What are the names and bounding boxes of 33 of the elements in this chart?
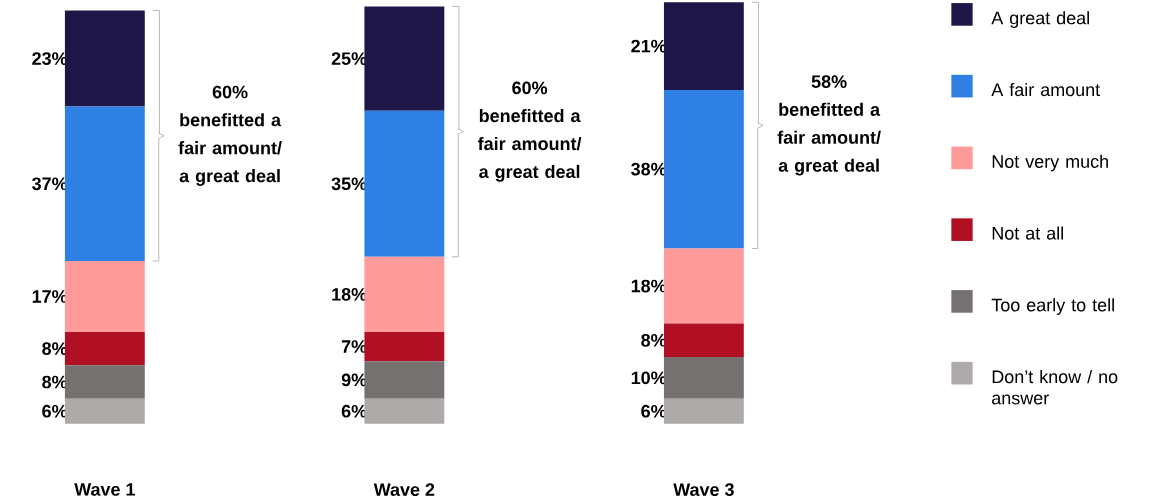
bar [364,110,445,257]
bar [364,331,445,362]
bar [64,398,145,424]
bar [64,365,145,399]
annotation: 58% benefitted a fair amount/ a great deal [777,75,881,176]
bar [663,89,744,249]
bar [663,248,744,324]
bar [364,256,445,332]
annotation: 60% benefitted a fair amount/ a great deal [477,81,582,182]
legend-label: A fair amount [991,82,1100,97]
bar [663,356,744,399]
bar [663,398,744,424]
bar [64,260,145,332]
bar [64,331,145,366]
annotation: 60% benefitted a fair amount/ a great deal [178,85,282,186]
legend-label: Don’t know / no answer [992,369,1118,405]
legend-label: Too early to tell [991,298,1114,315]
legend-label: Not at all [992,226,1063,240]
legend-label: A great deal [991,11,1089,28]
bar [364,398,445,424]
data-label: 25% [331,52,367,65]
bar [64,106,145,261]
x-tick-label: Wave 3 [673,483,734,496]
legend-label: Not very much [992,154,1108,172]
x-tick-label: Wave 1 [74,483,135,496]
data-label: 35% [331,177,367,191]
bar [364,361,445,399]
bar [64,10,145,107]
bar [663,323,744,357]
data-label: 18% [332,288,367,301]
bar [364,6,445,111]
bar [663,2,744,90]
x-tick-label: Wave 2 [373,483,435,496]
